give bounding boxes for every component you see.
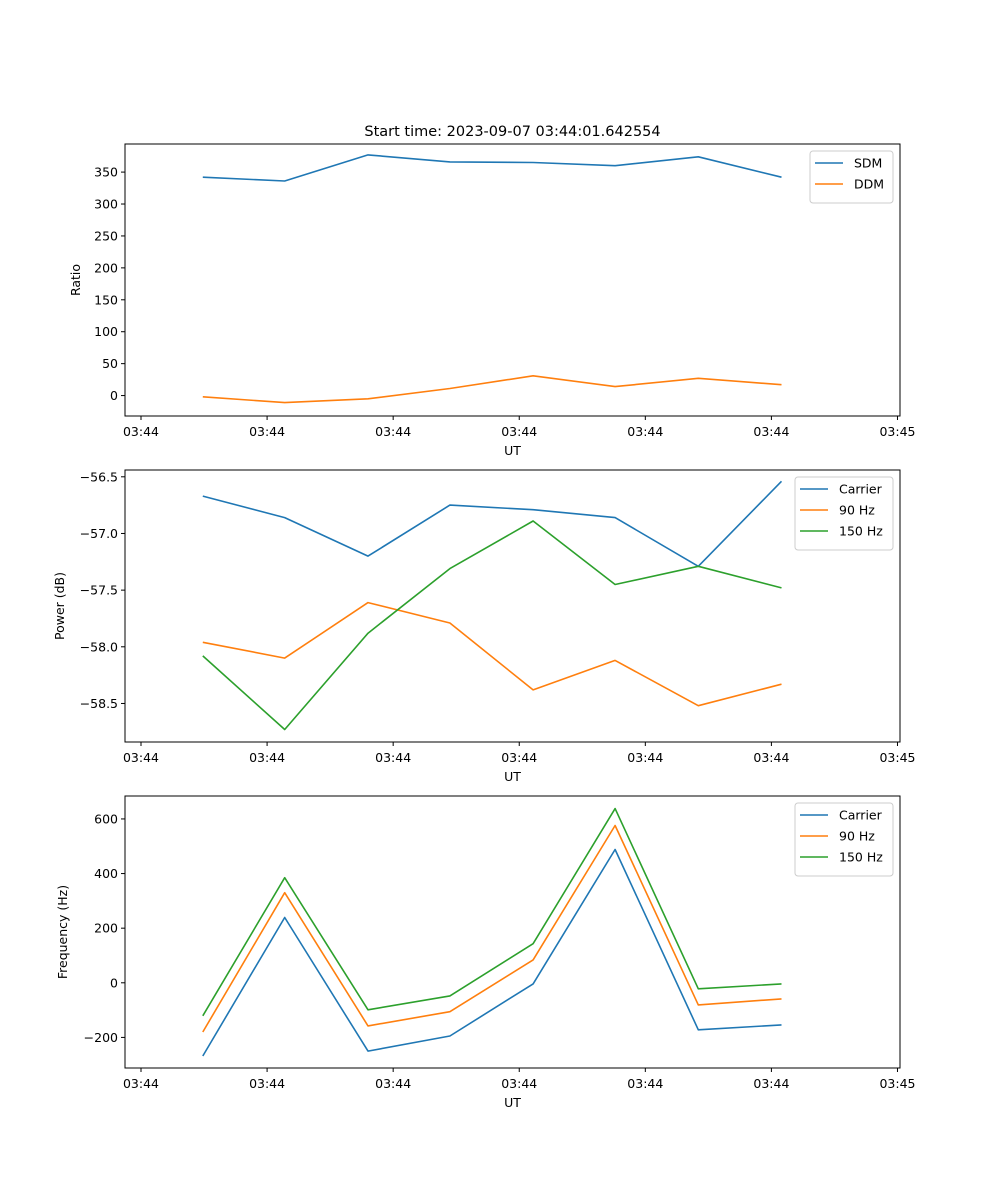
x-tick-label: 03:44 <box>375 424 411 439</box>
chart-2: 03:44 03:44 03:44 03:44 03:44 03:44 03:45 −56.5… <box>52 469 915 784</box>
chart-1: 03:44 03:44 03:44 03:44 03:44 03:44 03:45 0 50 10… <box>68 143 915 458</box>
axes-frame <box>124 143 901 417</box>
y-tick-label: 200 <box>94 260 118 275</box>
x-tick-label: 03:44 <box>123 1076 159 1091</box>
x-tick-label: 03:45 <box>879 1076 915 1091</box>
x-tick-label: 03:44 <box>627 1076 663 1091</box>
x-tick-label: 03:44 <box>123 750 159 765</box>
legend: Carrier 90 Hz 150 Hz <box>794 802 894 877</box>
legend-label: Carrier <box>839 482 883 497</box>
x-tick-label: 03:44 <box>753 424 789 439</box>
y-tick-label: 350 <box>94 165 118 180</box>
x-tick-label: 03:44 <box>753 1076 789 1091</box>
legend-label: SDM <box>854 156 882 171</box>
x-tick-label: 03:44 <box>375 1076 411 1091</box>
series-line-90-hz <box>202 601 782 707</box>
series-line-sdm <box>202 154 782 182</box>
y-tick-label: −57.5 <box>80 583 118 598</box>
series-line-150-hz <box>202 520 782 731</box>
chart-3: 03:44 03:44 03:44 03:44 03:44 03:44 03:45 −200 0… <box>55 795 915 1110</box>
y-tick-label: 0 <box>110 975 118 990</box>
x-tick-label: 03:44 <box>627 424 663 439</box>
y-axis-label: Ratio <box>68 264 83 296</box>
y-tick-label: 300 <box>94 197 118 212</box>
y-tick-label: −200 <box>84 1030 118 1045</box>
axes-frame <box>124 469 901 743</box>
x-tick-label: 03:44 <box>249 424 285 439</box>
y-tick-label: 250 <box>94 228 118 243</box>
y-tick-label: 50 <box>102 356 118 371</box>
x-tick-label: 03:44 <box>501 1076 537 1091</box>
y-tick-label: 150 <box>94 292 118 307</box>
y-tick-label: −58.0 <box>80 639 118 654</box>
figure-title: Start time: 2023-09-07 03:44:01.642554 <box>364 124 660 140</box>
axes-frame <box>124 795 901 1069</box>
legend-label: DDM <box>854 177 884 192</box>
legend: Carrier 90 Hz 150 Hz <box>794 476 894 551</box>
legend-box <box>809 150 894 204</box>
legend-label: 150 Hz <box>839 524 883 539</box>
y-tick-label: 200 <box>94 921 118 936</box>
x-tick-label: 03:44 <box>627 750 663 765</box>
series-line-90-hz <box>202 824 782 1033</box>
x-tick-label: 03:44 <box>501 750 537 765</box>
y-tick-label: −58.5 <box>80 696 118 711</box>
legend-label: 90 Hz <box>839 829 875 844</box>
y-tick-label: 100 <box>94 324 118 339</box>
legend-label: 90 Hz <box>839 503 875 518</box>
x-tick-label: 03:44 <box>249 750 285 765</box>
x-axis-label: UT <box>504 443 521 458</box>
series-line-carrier <box>202 480 783 568</box>
y-tick-label: 400 <box>94 866 118 881</box>
x-tick-label: 03:44 <box>249 1076 285 1091</box>
y-tick-label: −57.0 <box>80 526 118 541</box>
y-axis-label: Frequency (Hz) <box>55 885 70 979</box>
x-axis-label: UT <box>504 1095 521 1110</box>
x-tick-label: 03:44 <box>123 424 159 439</box>
legend: SDM DDM <box>809 150 894 204</box>
x-tick-label: 03:44 <box>375 750 411 765</box>
x-tick-label: 03:44 <box>753 750 789 765</box>
series-line-carrier <box>202 848 782 1057</box>
y-tick-label: 600 <box>94 811 118 826</box>
series-line-ddm <box>202 374 782 404</box>
legend-label: 150 Hz <box>839 850 883 865</box>
legend-label: Carrier <box>839 808 883 823</box>
y-tick-label: −56.5 <box>80 469 118 484</box>
y-tick-label: 0 <box>110 388 118 403</box>
x-tick-label: 03:44 <box>501 424 537 439</box>
x-tick-label: 03:45 <box>879 750 915 765</box>
x-axis-label: UT <box>504 769 521 784</box>
y-axis-label: Power (dB) <box>52 572 67 640</box>
series-line-150-hz <box>202 807 782 1017</box>
x-tick-label: 03:45 <box>879 424 915 439</box>
